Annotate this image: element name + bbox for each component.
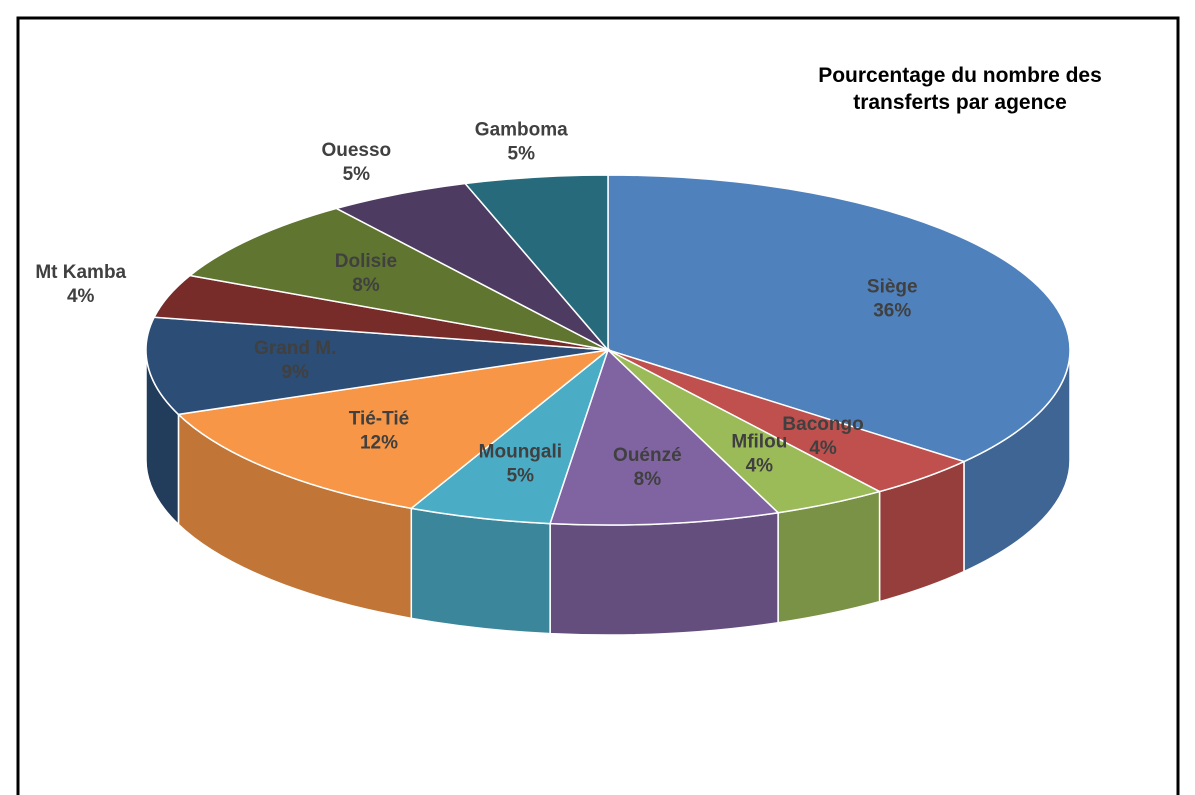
slice-side (777, 490, 881, 624)
slice-label: Bacongo (782, 414, 863, 435)
value-label: 8% (352, 275, 380, 296)
value-label: 9% (281, 362, 309, 383)
slice (607, 174, 1071, 463)
value-label: 4% (746, 455, 774, 476)
slice (463, 174, 609, 353)
slice-label: Moungali (479, 441, 562, 462)
value-label: 4% (809, 438, 837, 459)
slice-label: Gamboma (475, 120, 568, 141)
value-label: 8% (634, 469, 662, 490)
slice-label: Ouénzé (613, 445, 682, 466)
slice (334, 182, 609, 351)
slice (188, 207, 609, 351)
slice-label: Dolisie (335, 251, 397, 272)
value-label: 5% (343, 164, 371, 185)
slice-label: Tié-Tié (349, 408, 410, 429)
slice (409, 347, 610, 525)
slice-side (549, 511, 779, 636)
slice-label: Ouesso (321, 140, 391, 161)
value-label: 5% (507, 465, 535, 486)
slice-side (410, 507, 551, 635)
slice-label: Mfilou (731, 431, 787, 452)
slice-label: Siège (867, 276, 918, 297)
frame (16, 16, 1180, 795)
slice-label: Grand M. (254, 338, 336, 359)
slice (145, 316, 609, 416)
slice (549, 348, 780, 526)
value-label: 12% (360, 432, 398, 453)
value-label: 5% (508, 144, 536, 165)
slice-label: Mt Kamba (35, 262, 126, 283)
value-label: 4% (67, 286, 95, 307)
value-label: 36% (873, 300, 911, 321)
chart-title: Pourcentage du nombre des transferts par… (818, 64, 1102, 115)
slice (176, 348, 611, 510)
